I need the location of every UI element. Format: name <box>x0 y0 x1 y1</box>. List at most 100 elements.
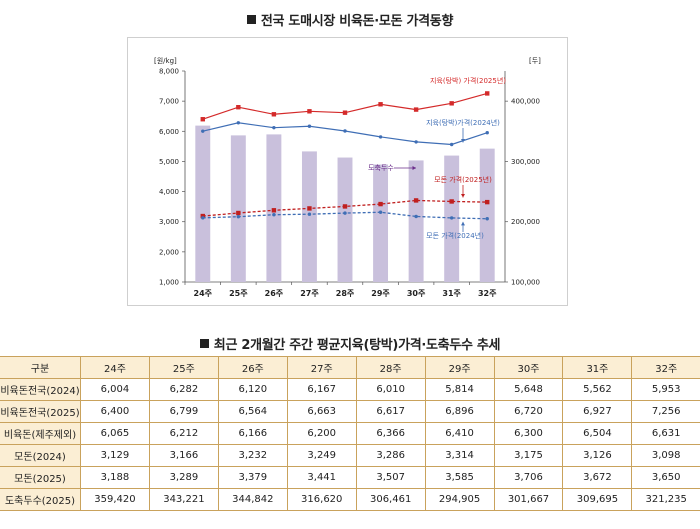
table-cell: 6,663 <box>286 400 357 423</box>
table-cell: 3,188 <box>80 466 150 489</box>
table-cell: 6,799 <box>148 400 219 423</box>
table-cell: 3,286 <box>355 444 426 467</box>
series-point-1 <box>449 142 454 147</box>
combo-chart: [원/kg] [두] 1,000 2,000 3,000 4,000 5,000 6,000 7… <box>154 56 541 298</box>
table-row: 비육돈전국(2024) 6,004 6,282 6,120 6,167 6,010 5,81… <box>0 378 700 401</box>
table-cell: 306,461 <box>355 488 426 511</box>
series-point-1 <box>343 129 347 133</box>
x-tick-label: 24주 <box>194 289 213 298</box>
series-point-1 <box>378 135 383 139</box>
x-tick-label: 28주 <box>336 289 355 298</box>
table-cell: 5,562 <box>562 378 633 401</box>
table-row: 도축두수(2025) 359,420 343,221 344,842 316,620 30… <box>0 488 700 511</box>
row-label: 비육돈전국(2025) <box>0 400 81 423</box>
table-cell: 6,400 <box>80 400 150 423</box>
series-point-0 <box>200 117 205 122</box>
table-cell: 6,200 <box>286 422 357 445</box>
table-cell: 6,065 <box>80 422 150 445</box>
series-point-3 <box>343 211 347 215</box>
x-tick-label: 29주 <box>371 289 390 298</box>
table-row: 비육돈(제주제외) 6,065 6,212 6,166 6,200 6,366 6,410 6… <box>0 422 700 445</box>
chart-area: [원/kg] [두] 1,000 2,000 3,000 4,000 5,000 6,000 7… <box>127 37 568 306</box>
y-left-tick-label: 5,000 <box>159 158 179 166</box>
table-header-row: 구분 24주 25주 26주 27주 28주 29주 30주 31주 32주 <box>0 356 700 379</box>
series-point-2 <box>342 204 348 209</box>
series-point-0 <box>342 110 348 115</box>
series-point-2 <box>378 201 383 207</box>
bar-32주 <box>479 148 495 282</box>
table-cell: 3,166 <box>148 444 219 467</box>
row-label: 모돈(2024) <box>0 444 81 467</box>
y-left-tick-label: 4,000 <box>159 188 179 196</box>
table-cell: 3,289 <box>148 466 219 489</box>
table-cell: 3,129 <box>80 444 150 467</box>
table-cell: 3,507 <box>355 466 426 489</box>
series-point-1 <box>485 131 489 135</box>
row-label: 모돈(2025) <box>0 466 81 489</box>
series-point-3 <box>414 214 418 219</box>
header-week: 29주 <box>424 356 495 379</box>
table-cell: 6,120 <box>217 378 288 401</box>
y-left-tick-label: 8,000 <box>159 68 179 76</box>
table-cell: 316,620 <box>286 488 357 511</box>
table-cell: 6,300 <box>493 422 564 445</box>
row-label: 도축두수(2025) <box>0 488 81 511</box>
table-cell: 5,648 <box>493 378 564 401</box>
y-right-tick-label: 100,000 <box>511 279 540 287</box>
annotation-arrowhead <box>461 221 465 226</box>
series-point-2 <box>449 199 454 204</box>
series-point-0 <box>271 112 277 117</box>
series-point-3 <box>236 215 241 219</box>
annotation-arrowhead <box>412 166 416 170</box>
y-right-tick-label: 200,000 <box>511 218 540 226</box>
series-point-3 <box>485 217 489 221</box>
bar-29주 <box>373 164 389 282</box>
header-week: 31주 <box>562 356 633 379</box>
header-week: 28주 <box>355 356 426 379</box>
table-cell: 3,672 <box>562 466 633 489</box>
row-label: 비육돈전국(2024) <box>0 378 81 401</box>
series-point-3 <box>201 216 205 220</box>
table-cell: 6,927 <box>562 400 633 423</box>
table-cell: 294,905 <box>424 488 495 511</box>
series-point-1 <box>201 129 205 133</box>
bar-27주 <box>301 151 317 282</box>
table-cell: 3,585 <box>424 466 495 489</box>
series-point-2 <box>200 213 205 219</box>
table-cell: 3,175 <box>493 444 564 467</box>
table-cell: 6,720 <box>493 400 564 423</box>
header-label: 구분 <box>0 356 81 379</box>
table-cell: 6,166 <box>217 422 288 445</box>
y-right-axis-label: [두] <box>529 57 541 65</box>
series-point-3 <box>272 213 276 217</box>
series-point-0 <box>413 107 419 112</box>
annotation-label: 도축두수 <box>368 163 394 172</box>
table-title: 최근 2개월간 주간 평균지육(탕박)가격·도축두수 추세 <box>0 334 700 353</box>
table-row: 모돈(2025) 3,188 3,289 3,379 3,441 3,507 3,585 3,… <box>0 466 700 489</box>
x-tick-label: 30주 <box>407 289 426 298</box>
table-cell: 6,896 <box>424 400 495 423</box>
series-point-2 <box>236 210 241 216</box>
table-cell: 5,953 <box>631 378 700 401</box>
series-point-1 <box>414 140 418 144</box>
y-left-tick-label: 7,000 <box>159 98 179 106</box>
y-right-tick-label: 400,000 <box>511 98 540 106</box>
table-cell: 6,366 <box>355 422 426 445</box>
table-cell: 359,420 <box>80 488 150 511</box>
table-cell: 309,695 <box>562 488 633 511</box>
x-tick-label: 31주 <box>442 289 461 298</box>
table-cell: 301,667 <box>493 488 564 511</box>
table-cell: 3,706 <box>493 466 564 489</box>
table-cell: 6,631 <box>631 422 700 445</box>
series-point-3 <box>449 216 454 220</box>
table-cell: 6,504 <box>562 422 633 445</box>
series-point-0 <box>236 105 241 110</box>
annotation-arrowhead <box>461 138 465 143</box>
series-point-1 <box>272 125 276 130</box>
table-cell: 344,842 <box>217 488 288 511</box>
table-cell: 3,249 <box>286 444 357 467</box>
square-bullet-icon <box>199 339 209 348</box>
y-left-tick-label: 1,000 <box>159 279 179 287</box>
table-row: 비육돈전국(2025) 6,400 6,799 6,564 6,663 6,617 6,89… <box>0 400 700 423</box>
table-cell: 3,650 <box>631 466 700 489</box>
